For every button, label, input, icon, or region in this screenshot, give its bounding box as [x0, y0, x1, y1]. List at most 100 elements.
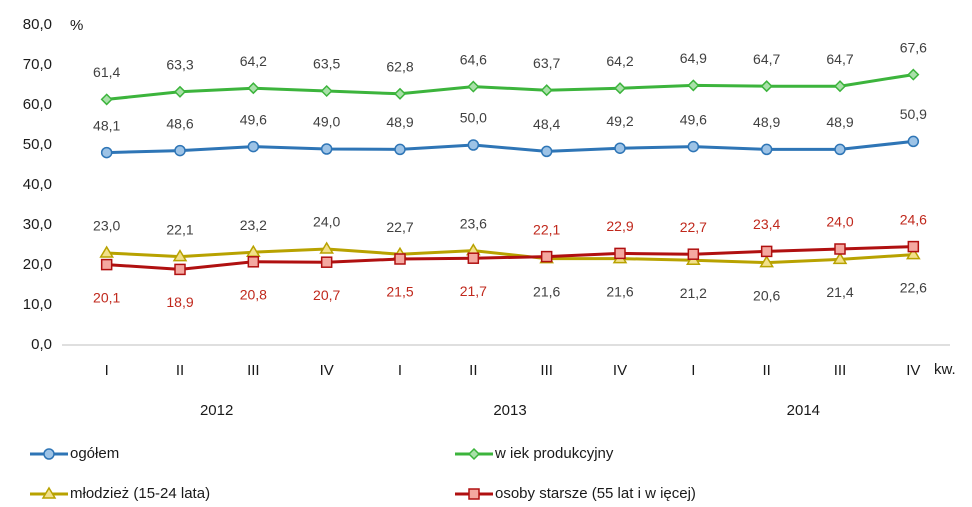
data-label: 61,4	[93, 64, 120, 80]
point	[320, 143, 333, 155]
data-label: 48,1	[93, 117, 120, 133]
data-label: 18,9	[166, 294, 193, 310]
x-tick-label: III	[834, 362, 847, 379]
y-unit: %	[70, 17, 83, 34]
x-tick-label: II	[762, 362, 770, 379]
data-label: 48,6	[166, 115, 193, 131]
data-label: 24,0	[826, 214, 853, 230]
year-label: 2013	[493, 402, 526, 419]
point	[907, 68, 920, 81]
data-label: 64,7	[826, 51, 853, 67]
point	[467, 80, 480, 93]
point	[393, 87, 407, 100]
legend-marker	[468, 488, 480, 500]
data-label: 62,8	[386, 59, 413, 75]
point	[100, 146, 113, 159]
point	[614, 142, 626, 154]
point	[907, 135, 920, 148]
y-tick-label: 40,0	[23, 176, 52, 193]
point	[320, 256, 333, 268]
data-label: 22,9	[606, 218, 633, 234]
point	[759, 255, 774, 268]
data-label: 21,7	[460, 283, 487, 299]
data-label: 24,6	[900, 211, 927, 227]
point	[247, 256, 260, 268]
y-tick-label: 10,0	[23, 296, 52, 313]
data-label: 49,6	[680, 111, 707, 127]
data-label: 64,6	[460, 51, 487, 67]
year-label: 2012	[200, 402, 233, 419]
point	[833, 80, 847, 93]
data-label: 23,0	[93, 218, 120, 234]
legend-label: osoby starsze (55 lat i w ięcej)	[495, 485, 696, 502]
year-label: 2014	[787, 402, 820, 419]
point	[760, 143, 773, 156]
data-label: 49,0	[313, 114, 340, 130]
data-label: 24,0	[313, 214, 340, 230]
y-tick-label: 60,0	[23, 96, 52, 113]
x-tick-label: II	[469, 362, 477, 379]
data-label: 21,6	[606, 283, 633, 299]
point	[832, 251, 848, 265]
point	[467, 139, 480, 151]
data-label: 63,3	[166, 57, 193, 73]
data-label: 50,0	[460, 110, 487, 126]
point	[907, 240, 920, 253]
y-tick-label: 30,0	[23, 216, 52, 233]
data-label: 22,1	[166, 221, 193, 237]
point	[540, 145, 553, 158]
point	[100, 258, 113, 271]
point	[173, 85, 187, 98]
series-line	[106, 73, 914, 101]
series-line	[106, 247, 914, 265]
point	[760, 245, 773, 258]
point	[834, 143, 846, 156]
data-label: 22,1	[533, 221, 560, 237]
data-label: 22,7	[386, 219, 413, 235]
data-label: 20,8	[240, 287, 267, 303]
point	[540, 250, 553, 263]
x-tick-label: IV	[613, 362, 627, 379]
point	[174, 263, 186, 276]
x-tick-label: II	[176, 362, 184, 379]
x-tick-label: I	[691, 362, 695, 379]
data-label: 22,6	[900, 279, 927, 295]
x-unit: kw.	[934, 361, 956, 378]
data-label: 20,1	[93, 289, 120, 305]
data-label: 21,5	[386, 284, 413, 300]
data-label: 21,2	[680, 285, 707, 301]
y-tick-label: 70,0	[23, 56, 52, 73]
point	[834, 243, 846, 255]
data-label: 22,7	[680, 219, 707, 235]
data-label: 63,5	[313, 56, 340, 72]
data-label: 48,4	[533, 116, 560, 132]
point	[906, 247, 921, 260]
point	[99, 245, 114, 258]
point	[247, 140, 260, 153]
data-label: 21,4	[826, 284, 853, 300]
data-label: 48,9	[826, 114, 853, 130]
x-tick-label: I	[398, 362, 402, 379]
data-label: 49,6	[240, 111, 267, 127]
y-tick-label: 80,0	[23, 16, 52, 33]
data-label: 20,7	[313, 287, 340, 303]
data-label: 64,2	[606, 53, 633, 69]
point	[540, 84, 553, 97]
point	[613, 82, 627, 95]
data-label: 49,2	[606, 113, 633, 129]
data-label: 48,9	[753, 114, 780, 130]
y-tick-label: 0,0	[31, 336, 52, 353]
series-line	[106, 139, 914, 155]
data-label: 23,2	[240, 217, 267, 233]
point	[687, 140, 700, 153]
point	[394, 253, 406, 265]
legend-label: młodzież (15-24 lata)	[70, 485, 210, 502]
data-label: 48,9	[386, 114, 413, 130]
data-label: 64,2	[240, 53, 267, 69]
point	[320, 84, 333, 98]
data-label: 64,9	[680, 50, 707, 66]
x-tick-label: III	[540, 362, 553, 379]
point	[172, 249, 188, 262]
data-label: 21,6	[533, 283, 560, 299]
